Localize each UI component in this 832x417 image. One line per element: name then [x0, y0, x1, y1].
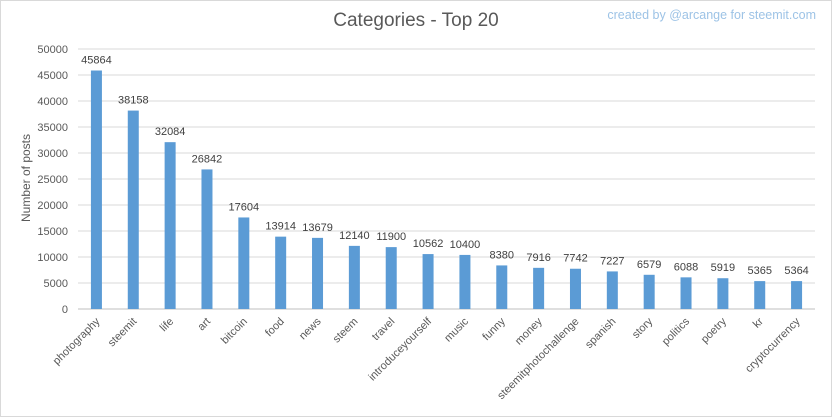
bar-music [459, 254, 471, 309]
x-tick-label-news: news [297, 315, 324, 342]
bar-travel [385, 247, 397, 309]
data-label-politics: 6088 [674, 261, 698, 273]
x-tick-label-steem: steem [331, 316, 361, 346]
bar-bitcoin [238, 217, 250, 309]
bar-story [643, 274, 655, 309]
x-tick-label-food: food [263, 316, 287, 340]
y-tick-label: 45000 [37, 70, 68, 82]
x-tick-label-kr: kr [751, 315, 766, 330]
data-label-food: 13914 [265, 221, 296, 233]
data-label-life: 32084 [155, 126, 186, 138]
x-tick-label-story: story [630, 315, 656, 341]
x-tick-label-music: music [442, 315, 471, 344]
x-tick-label-politics: politics [660, 315, 693, 348]
bar-art [201, 169, 213, 309]
x-tick-label-photography: photography [51, 315, 103, 367]
x-tick-label-travel: travel [370, 316, 398, 344]
bar-kr [754, 281, 766, 309]
bar-introduceyourself [422, 254, 434, 309]
bar-spanish [606, 271, 618, 309]
bar-news [312, 237, 324, 309]
y-tick-labels: 0 5000 10000 15000 20000 25000 30000 35000 40000… [37, 44, 68, 316]
y-tick-label: 0 [62, 304, 68, 316]
data-label-music: 10400 [450, 239, 481, 251]
data-label-steem: 12140 [339, 230, 370, 242]
y-tick-label: 20000 [37, 200, 68, 212]
x-tick-label-art: art [196, 316, 214, 334]
data-label-travel: 11900 [376, 231, 406, 243]
data-labels: 45864 38158 32084 26842 17604 13914 13679 12140… [81, 55, 809, 278]
y-tick-label: 5000 [44, 278, 68, 290]
x-tick-labels: photography steemit life art bitcoin food news… [51, 315, 803, 402]
bars [90, 70, 803, 309]
data-label-introduceyourself: 10562 [413, 238, 444, 250]
bar-life [164, 142, 176, 309]
y-tick-label: 40000 [37, 96, 68, 108]
bar-politics [680, 277, 692, 309]
data-label-steemit: 38158 [118, 95, 149, 107]
chart-title: Categories - Top 20 [333, 10, 499, 31]
bar-steem [348, 245, 360, 309]
credit-text: created by @arcange for steemit.com [607, 8, 816, 22]
y-tick-label: 50000 [37, 44, 68, 56]
data-label-cryptocurrency: 5364 [784, 265, 808, 277]
data-label-story: 6579 [637, 259, 661, 271]
data-label-news: 13679 [302, 222, 333, 234]
data-label-bitcoin: 17604 [229, 201, 260, 213]
data-label-kr: 5365 [747, 265, 771, 277]
x-tick-label-introduceyourself: introduceyourself [366, 315, 434, 383]
bar-money [533, 267, 545, 309]
y-tick-label: 25000 [37, 174, 68, 186]
data-label-steemitphotochallenge: 7742 [563, 253, 587, 265]
data-label-funny: 8380 [490, 249, 514, 261]
data-label-photography: 45864 [81, 55, 112, 67]
bar-photography [90, 70, 102, 309]
x-tick-label-money: money [513, 315, 545, 347]
bar-poetry [717, 278, 729, 309]
bar-funny [496, 265, 508, 309]
bar-steemit [127, 110, 139, 309]
data-label-spanish: 7227 [600, 255, 624, 267]
bar-cryptocurrency [791, 281, 803, 309]
x-tick-label-poetry: poetry [699, 315, 729, 345]
y-tick-label: 15000 [37, 226, 68, 238]
data-label-money: 7916 [526, 252, 550, 264]
data-label-art: 26842 [192, 153, 223, 165]
x-tick-label-funny: funny [480, 315, 508, 343]
data-label-poetry: 5919 [711, 262, 735, 274]
x-tick-label-life: life [158, 316, 176, 334]
x-tick-label-spanish: spanish [583, 316, 618, 351]
bar-food [275, 236, 287, 309]
gridlines [78, 48, 815, 310]
y-axis-label: Number of posts [19, 134, 33, 222]
y-tick-label: 35000 [37, 122, 68, 134]
y-tick-label: 30000 [37, 148, 68, 160]
bar-steemitphotochallenge [569, 268, 581, 309]
x-tick-label-bitcoin: bitcoin [219, 316, 250, 347]
x-tick-label-steemit: steemit [106, 316, 140, 350]
y-tick-label: 10000 [37, 252, 68, 264]
